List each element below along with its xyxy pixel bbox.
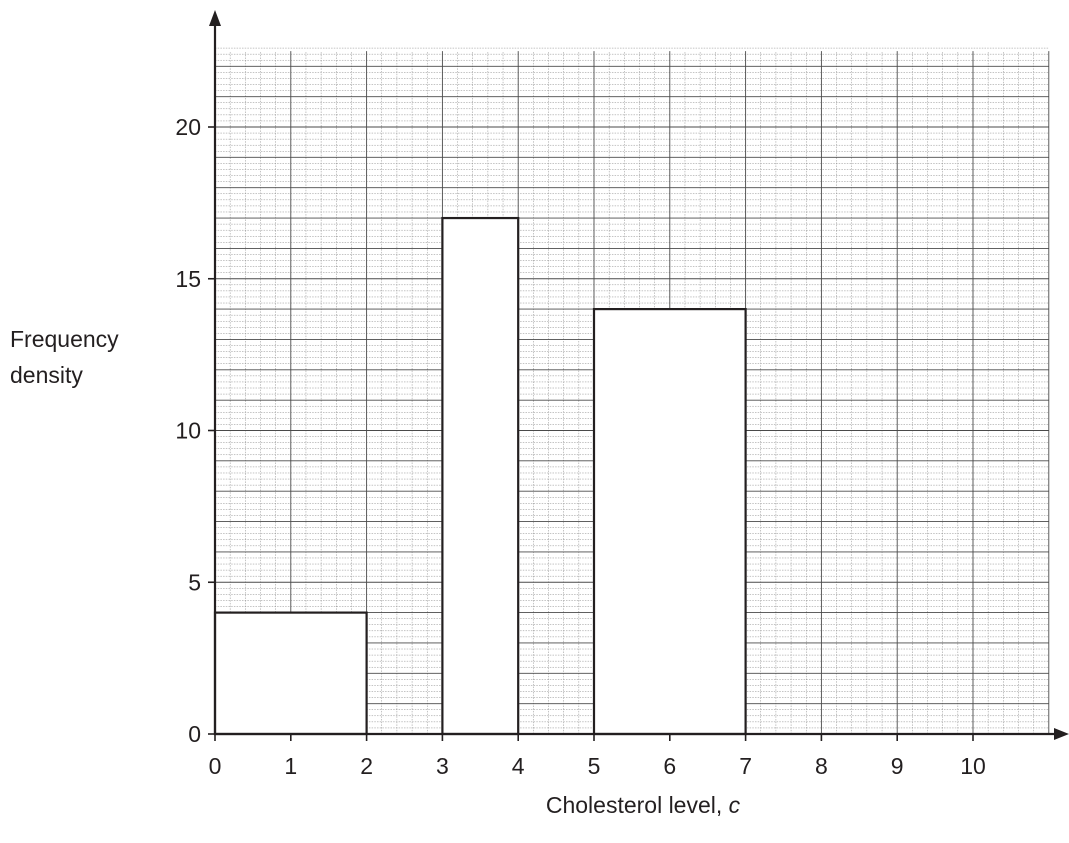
y-tick-label: 15 <box>175 266 201 292</box>
x-tick-label: 1 <box>284 753 297 779</box>
y-tick-label: 5 <box>188 569 201 595</box>
x-tick-label: 3 <box>436 753 449 779</box>
histogram-bar <box>213 611 368 736</box>
x-axis-label-variable: c <box>729 792 741 818</box>
x-tick-label: 4 <box>512 753 525 779</box>
histogram-bar <box>592 308 747 736</box>
y-tick-label: 0 <box>188 721 201 747</box>
x-tick-label: 5 <box>588 753 601 779</box>
y-axis-arrowhead <box>209 10 221 26</box>
y-tick-label: 10 <box>175 418 201 444</box>
y-axis-label-line-2: density <box>10 362 83 388</box>
x-tick-label: 2 <box>360 753 373 779</box>
y-axis-label: Frequency density <box>10 326 119 388</box>
x-axis-label: Cholesterol level, c <box>546 792 741 818</box>
x-tick-label: 9 <box>891 753 904 779</box>
y-tick-label: 20 <box>175 114 201 140</box>
x-axis-label-text: Cholesterol level, <box>546 792 729 818</box>
x-tick-label: 10 <box>960 753 986 779</box>
histogram-bars <box>213 216 747 736</box>
x-tick-label: 6 <box>663 753 676 779</box>
x-axis-arrowhead <box>1054 728 1069 740</box>
histogram-bar <box>441 216 520 736</box>
x-tick-label: 8 <box>815 753 828 779</box>
x-tick-label: 0 <box>209 753 222 779</box>
x-tick-labels: 0 1 2 3 4 5 6 7 8 9 10 <box>209 734 986 779</box>
y-axis-label-line-1: Frequency <box>10 326 119 352</box>
x-tick-label: 7 <box>739 753 752 779</box>
axes <box>209 10 1069 740</box>
y-tick-labels: 0 5 10 15 20 <box>175 114 215 747</box>
